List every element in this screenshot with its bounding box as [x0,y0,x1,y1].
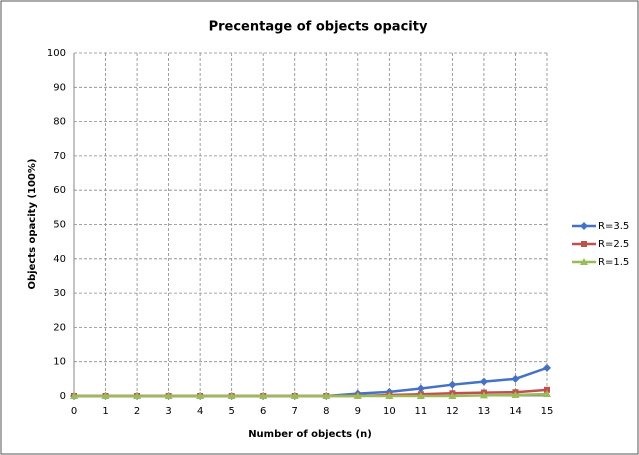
point [448,392,457,399]
legend-label: R=1.5 [598,257,629,268]
point [543,389,551,397]
x-tick-label: 12 [446,406,459,417]
point [385,392,394,399]
point [448,380,457,389]
x-tick-label: 2 [134,406,140,417]
point [164,392,173,399]
point [101,392,110,399]
x-tick-label: 10 [383,406,396,417]
x-tick-label: 15 [541,406,554,417]
x-tick-label: 11 [414,406,427,417]
legend-marker [580,222,588,230]
x-tick-label: 14 [509,406,522,417]
legend-label: R=2.5 [598,239,629,250]
chart-title: Precentage of objects opacity [209,20,428,35]
point [543,363,551,372]
point [544,386,550,393]
x-tick-label: 13 [478,406,491,417]
y-tick-label: 50 [53,220,66,231]
point [511,390,520,398]
point [227,392,236,399]
point [511,374,520,383]
y-tick-label: 70 [53,151,66,162]
x-tick-label: 5 [228,406,234,417]
x-tick-label: 3 [165,406,171,417]
y-tick-label: 10 [53,357,66,368]
point [479,377,488,386]
x-tick-label: 6 [260,406,266,417]
point [479,391,488,399]
point [70,392,78,399]
y-tick-label: 0 [60,391,66,402]
y-tick-label: 30 [53,288,66,299]
x-tick-label: 9 [355,406,361,417]
legend-marker [580,258,588,265]
point [259,392,268,399]
point [322,392,331,399]
x-tick-label: 4 [197,406,203,417]
point [290,392,299,399]
series-line [74,392,548,398]
point [196,392,205,399]
point [133,392,142,399]
x-axis-label: Number of objects (n) [248,429,372,440]
y-axis-label: Objects opacity (100%) [27,159,38,290]
y-tick-label: 60 [53,185,66,196]
y-tick-label: 90 [53,82,66,93]
y-tick-label: 40 [53,254,66,265]
point [416,384,425,393]
y-tick-label: 20 [53,322,66,333]
legend-marker [581,241,587,247]
y-tick-label: 100 [47,48,66,59]
x-tick-label: 0 [71,406,77,417]
point [416,392,425,399]
x-tick-label: 7 [292,406,298,417]
point [353,392,362,399]
legend-label: R=3.5 [598,221,629,232]
y-tick-label: 80 [53,117,66,128]
x-tick-label: 1 [102,406,108,417]
x-tick-label: 8 [323,406,329,417]
